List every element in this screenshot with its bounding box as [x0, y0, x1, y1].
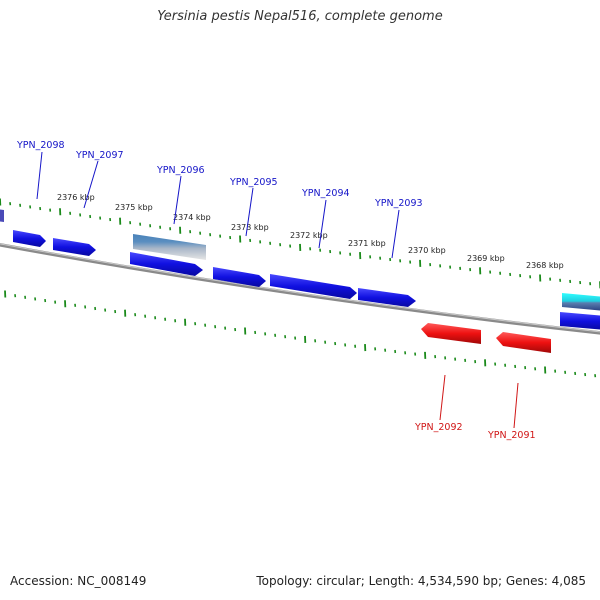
leader-line: [173, 175, 182, 225]
forward-genes: [0, 209, 600, 330]
genome-backbone: [0, 243, 600, 335]
rna-feature[interactable]: [562, 293, 600, 311]
gene-feature[interactable]: [270, 274, 357, 299]
reverse-genes: [421, 323, 551, 353]
gene-feature[interactable]: [560, 312, 600, 330]
gene-feature[interactable]: [53, 238, 96, 256]
gene-label[interactable]: YPN_2095: [229, 177, 278, 188]
gene-label[interactable]: YPN_2094: [301, 188, 350, 199]
lower-scale-ticks: [4, 290, 597, 378]
scale-label: 2368 kbp: [526, 261, 564, 270]
scale-label: 2372 kbp: [290, 231, 328, 240]
gene-feature[interactable]: [421, 323, 481, 344]
scale-label: 2369 kbp: [467, 254, 505, 263]
scale-label: 2375 kbp: [115, 203, 153, 212]
leader-line: [391, 209, 400, 259]
upper-scale-ticks: [0, 198, 600, 289]
leader-line: [36, 151, 43, 200]
gene-label[interactable]: YPN_2097: [75, 150, 124, 161]
leader-line: [83, 160, 99, 209]
leader-line: [245, 187, 254, 237]
gene-feature[interactable]: [213, 267, 266, 287]
scale-label: 2370 kbp: [408, 246, 446, 255]
leader-line: [439, 374, 446, 421]
label-leaders: [36, 151, 519, 429]
gene-feature[interactable]: [13, 230, 46, 247]
gene-label[interactable]: YPN_2098: [16, 140, 65, 151]
gene-feature[interactable]: [496, 332, 551, 353]
gene-label[interactable]: YPN_2092: [414, 422, 463, 433]
gene-label[interactable]: YPN_2091: [487, 430, 536, 441]
rna-feature[interactable]: [133, 234, 206, 260]
gene-labels: YPN_2098 YPN_2097 YPN_2096 YPN_2095 YPN_…: [16, 140, 536, 441]
gene-feature[interactable]: [358, 288, 416, 307]
gene-label[interactable]: YPN_2093: [374, 198, 423, 209]
map-title: Yersinia pestis Nepal516, complete genom…: [157, 9, 443, 24]
scale-label: 2371 kbp: [348, 239, 386, 248]
scale-label: 2373 kbp: [231, 223, 269, 232]
scale-label: 2374 kbp: [173, 213, 211, 222]
gene-label[interactable]: YPN_2096: [156, 165, 205, 176]
accession-text: Accession: NC_008149: [10, 574, 147, 588]
genome-backbone-highlight: [0, 243, 600, 333]
gene-feature[interactable]: [0, 209, 4, 222]
scale-labels: 2376 kbp 2375 kbp 2374 kbp 2373 kbp 2372…: [57, 193, 564, 270]
genome-stats-text: Topology: circular; Length: 4,534,590 bp…: [256, 574, 586, 588]
gene-feature[interactable]: [130, 252, 203, 276]
leader-line: [513, 382, 519, 429]
scale-label: 2376 kbp: [57, 193, 95, 202]
leader-line: [318, 199, 327, 249]
